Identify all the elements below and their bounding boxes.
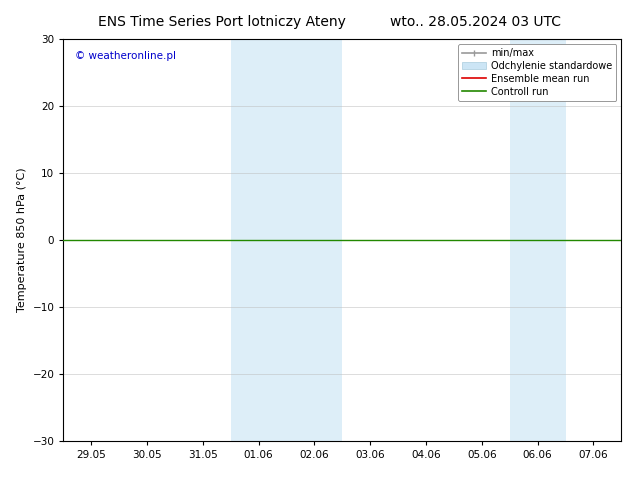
Bar xyxy=(510,39,566,441)
Text: ENS Time Series Port lotniczy Ateny: ENS Time Series Port lotniczy Ateny xyxy=(98,15,346,29)
Y-axis label: Temperature 850 hPa (°C): Temperature 850 hPa (°C) xyxy=(17,168,27,313)
Text: wto.. 28.05.2024 03 UTC: wto.. 28.05.2024 03 UTC xyxy=(390,15,561,29)
Bar xyxy=(231,39,342,441)
Legend: min/max, Odchylenie standardowe, Ensemble mean run, Controll run: min/max, Odchylenie standardowe, Ensembl… xyxy=(458,44,616,100)
Text: © weatheronline.pl: © weatheronline.pl xyxy=(75,51,176,61)
